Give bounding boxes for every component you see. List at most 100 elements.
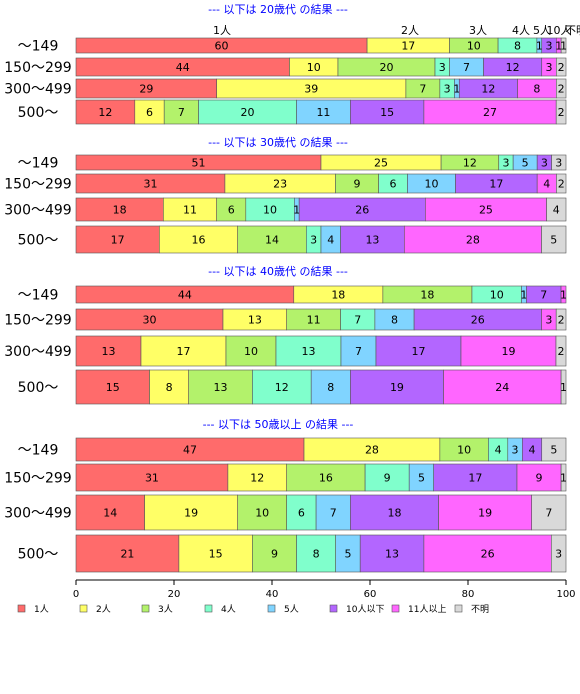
bar-segment — [75, 494, 145, 531]
x-tick-label: 20 — [168, 589, 181, 600]
bar-segment — [75, 369, 150, 405]
bar-segment — [555, 335, 567, 367]
category-label: 500～ — [18, 547, 59, 563]
category-label: 300～499 — [4, 203, 71, 219]
bar-value-label: 1 — [536, 40, 543, 53]
bar-value-label: 3 — [555, 548, 562, 561]
legend-swatch — [79, 604, 88, 613]
bar-value-label: 10 — [307, 61, 321, 74]
top-label-6: 不明 — [565, 24, 580, 37]
bar-segment — [252, 534, 297, 573]
bar-value-label: 1 — [555, 40, 562, 53]
bar-value-label: 12 — [506, 61, 520, 74]
bar-segment — [551, 154, 567, 171]
bar-value-label: 3 — [512, 444, 519, 457]
bar-value-label: 3 — [546, 61, 553, 74]
bar-value-label: 6 — [298, 507, 305, 520]
bar-value-label: 14 — [103, 507, 117, 520]
bar-value-label: 3 — [502, 157, 509, 170]
bar-value-label: 4 — [529, 444, 536, 457]
category-label: 500～ — [18, 233, 59, 249]
bar-segment — [310, 369, 351, 405]
bar-segment — [531, 494, 567, 531]
category-label: 150～299 — [4, 471, 71, 487]
bar-value-label: 26 — [481, 548, 495, 561]
bar-value-label: 39 — [304, 83, 318, 96]
bar-value-label: 6 — [390, 178, 397, 191]
bar-value-label: 60 — [215, 40, 229, 53]
bar-value-label: 7 — [419, 83, 426, 96]
bar-segment — [403, 225, 542, 254]
bar-segment — [75, 534, 180, 573]
bar-value-label: 20 — [241, 106, 255, 119]
bar-segment — [350, 494, 439, 531]
legend-label: 10人以下 — [346, 604, 384, 615]
bar-segment — [555, 57, 567, 77]
bar-value-label: 3 — [444, 83, 451, 96]
bar-segment — [560, 37, 567, 54]
bar-segment — [546, 197, 567, 222]
bar-value-label: 10 — [490, 289, 504, 302]
bar-value-label: 30 — [143, 314, 157, 327]
bar-value-label: 13 — [214, 381, 228, 394]
bar-value-label: 47 — [183, 444, 197, 457]
bar-value-label: 7 — [545, 507, 552, 520]
bar-value-label: 16 — [192, 234, 206, 247]
bar-value-label: 29 — [139, 83, 153, 96]
bar-value-label: 12 — [98, 106, 112, 119]
bar-value-label: 27 — [483, 106, 497, 119]
bar-value-label: 3 — [555, 157, 562, 170]
bar-value-label: 21 — [120, 548, 134, 561]
bar-value-label: 4 — [495, 444, 502, 457]
bar-segment — [144, 494, 239, 531]
bar-value-label: 1 — [560, 381, 567, 394]
bar-segment — [556, 173, 567, 194]
bar-value-label: 11 — [307, 314, 321, 327]
bar-value-label: 23 — [273, 178, 287, 191]
bar-segment — [140, 335, 227, 367]
legend-swatch — [204, 604, 213, 613]
bar-value-label: 8 — [313, 548, 320, 561]
bar-value-label: 3 — [310, 234, 317, 247]
bar-segment — [364, 463, 410, 492]
bar-value-label: 7 — [355, 345, 362, 358]
category-label: 300～499 — [4, 82, 71, 98]
bar-value-label: 19 — [478, 507, 492, 520]
bar-value-label: 5 — [522, 157, 529, 170]
bar-value-label: 7 — [178, 106, 185, 119]
bar-segment — [198, 99, 297, 125]
category-label: ～149 — [18, 156, 59, 172]
category-label: 150～299 — [4, 177, 71, 193]
bar-value-label: 9 — [271, 548, 278, 561]
legend-swatch — [454, 604, 463, 613]
bar-value-label: 6 — [228, 204, 235, 217]
bar-value-label: 4 — [553, 204, 560, 217]
bar-segment — [555, 99, 567, 125]
bar-segment — [541, 225, 567, 254]
bar-segment — [178, 534, 253, 573]
bar-value-label: 2 — [558, 178, 565, 191]
bar-value-label: 12 — [463, 157, 477, 170]
legend-swatch — [267, 604, 276, 613]
x-tick-label: 60 — [364, 589, 377, 600]
group-title-1: --- 以下は 30歳代 の結果 --- — [208, 135, 348, 149]
bar-segment — [188, 369, 253, 405]
bar-value-label: 7 — [354, 314, 361, 327]
legend-label: 1人 — [34, 604, 49, 615]
bar-value-label: 3 — [541, 157, 548, 170]
bar-segment — [340, 225, 405, 254]
bar-value-label: 8 — [327, 381, 334, 394]
bar-segment — [443, 369, 562, 405]
bar-value-label: 1 — [560, 289, 567, 302]
bar-value-label: 8 — [166, 381, 173, 394]
bar-segment — [275, 335, 342, 367]
top-label-5: 10人 — [547, 24, 572, 37]
bar-value-label: 19 — [184, 507, 198, 520]
x-tick-label: 0 — [73, 589, 79, 600]
bar-segment — [359, 534, 425, 573]
bar-value-label: 15 — [209, 548, 223, 561]
bar-segment — [335, 534, 361, 573]
category-label: 300～499 — [4, 344, 71, 360]
bar-value-label: 20 — [379, 61, 393, 74]
category-label: 500～ — [18, 380, 59, 396]
